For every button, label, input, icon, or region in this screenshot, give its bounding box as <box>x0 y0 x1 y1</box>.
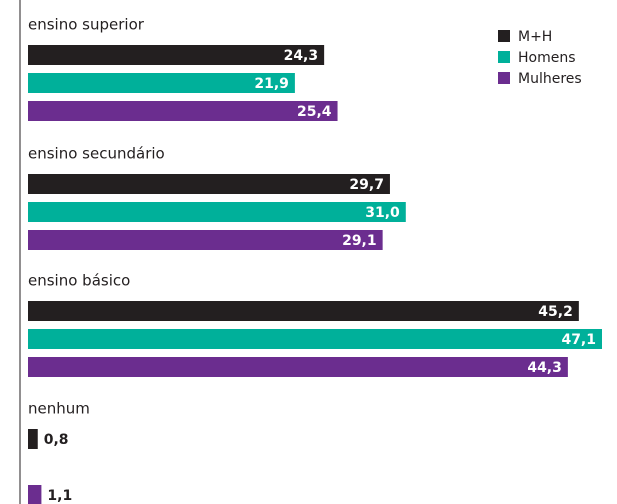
legend-swatch <box>498 30 510 42</box>
value-label: 1,1 <box>47 488 72 504</box>
value-label: 31,0 <box>365 205 400 221</box>
value-label: 0,8 <box>44 432 69 448</box>
value-label: 29,1 <box>342 233 377 249</box>
value-label: 21,9 <box>254 76 289 92</box>
legend-label: Mulheres <box>518 71 582 87</box>
legend-swatch <box>498 72 510 84</box>
bar <box>28 429 38 449</box>
legend-label: M+H <box>518 29 552 45</box>
bar <box>28 357 568 377</box>
bar <box>28 329 602 349</box>
value-label: 25,4 <box>297 104 332 120</box>
legend-swatch <box>498 51 510 63</box>
category-label: ensino superior <box>28 16 145 34</box>
legend-label: Homens <box>518 50 576 66</box>
bar <box>28 230 383 250</box>
bar <box>28 45 325 65</box>
value-label: 29,7 <box>349 177 384 193</box>
bar <box>28 73 295 93</box>
bar <box>28 101 338 121</box>
value-label: 45,2 <box>538 304 573 320</box>
value-label: 47,1 <box>561 332 596 348</box>
category-label: ensino básico <box>28 272 130 290</box>
bar <box>28 301 579 321</box>
bar <box>28 485 42 504</box>
bar <box>28 174 390 194</box>
value-label: 24,3 <box>284 48 319 64</box>
bar <box>28 202 406 222</box>
category-label: ensino secundário <box>28 145 165 163</box>
value-label: 44,3 <box>527 360 562 376</box>
category-label: nenhum <box>28 400 90 418</box>
